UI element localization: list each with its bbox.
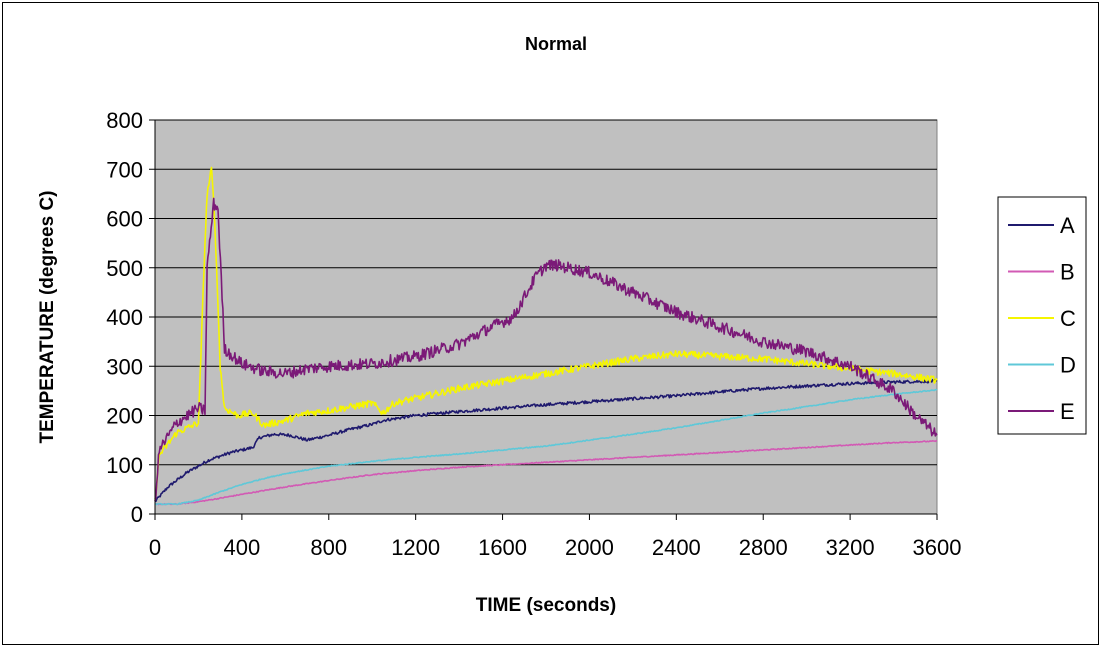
x-tick-label: 1600 [478,535,527,560]
series-layer [154,166,938,506]
x-tick-labels: 0 400 800 1200 1600 2000 2400 2800 3200 3600 [149,514,962,560]
y-tick-label: 100 [106,453,143,478]
y-tick-labels: 0 100 200 300 400 500 600 700 800 [106,108,155,527]
legend-label: C [1060,306,1076,331]
series-E-line [154,197,938,502]
x-tick-label: 3200 [826,535,875,560]
legend-label: E [1060,399,1075,424]
y-axis-title: TEMPERATURE (degrees C) [37,190,58,443]
x-tick-label: 2400 [652,535,701,560]
x-tick-label: 800 [310,535,347,560]
legend-label: B [1060,260,1075,285]
legend-label: D [1060,353,1076,378]
chart-title: Normal [525,34,587,54]
y-tick-label: 300 [106,354,143,379]
y-tick-label: 800 [106,108,143,133]
x-tick-label: 2800 [739,535,788,560]
x-tick-label: 3600 [913,535,962,560]
x-tick-label: 0 [149,535,161,560]
series-B-line [154,439,938,506]
x-axis-title: TIME (seconds) [476,595,616,616]
x-tick-label: 1200 [391,535,440,560]
y-tick-label: 400 [106,305,143,330]
series-C-line [154,166,938,500]
y-tick-label: 500 [106,256,143,281]
y-tick-label: 700 [106,157,143,182]
legend-box [997,196,1087,435]
x-tick-label: 400 [224,535,261,560]
y-tick-label: 200 [106,404,143,429]
y-tick-label: 600 [106,207,143,232]
y-tick-label: 0 [131,502,143,527]
series-D-line [154,388,938,506]
x-tick-label: 2000 [565,535,614,560]
legend-label: A [1060,213,1075,238]
series-A-line [154,378,938,503]
